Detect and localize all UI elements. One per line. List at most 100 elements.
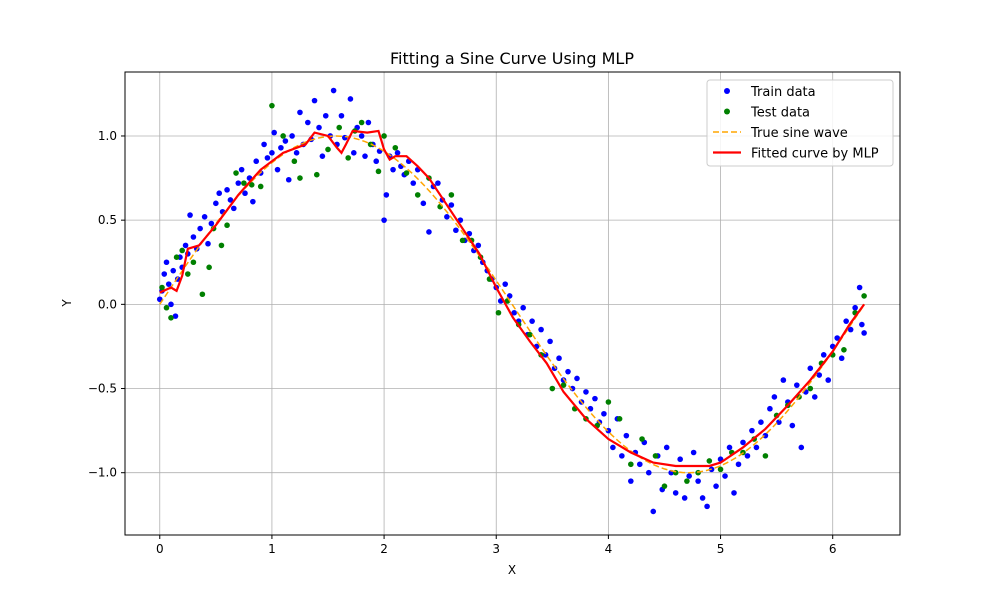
y-tick-label: 0.0 (98, 297, 117, 311)
data-point (394, 150, 401, 156)
legend-label: Train data (750, 85, 816, 100)
data-point (173, 254, 180, 260)
series-line-fitted-curve-by-mlp (159, 129, 866, 468)
data-point (289, 133, 295, 139)
data-point (527, 331, 533, 338)
data-point (414, 192, 421, 198)
data-point (776, 419, 782, 425)
data-point (713, 483, 719, 489)
data-point (794, 382, 800, 388)
data-point (381, 133, 387, 139)
data-point (511, 309, 517, 316)
legend-label: Fitted curve by MLP (751, 147, 879, 162)
data-point (816, 372, 823, 378)
data-point (330, 87, 337, 94)
y-tick-label: 1.0 (98, 129, 117, 143)
data-point (704, 503, 710, 510)
data-point (426, 229, 432, 235)
data-point (182, 242, 189, 249)
data-point (274, 166, 281, 173)
data-point (322, 112, 329, 119)
data-point (448, 202, 455, 208)
data-point (199, 291, 206, 298)
data-point (663, 444, 670, 451)
data-point (185, 271, 191, 277)
plot-area (156, 87, 867, 515)
data-point (278, 144, 284, 151)
data-point (410, 180, 417, 186)
data-point (435, 180, 441, 186)
data-point (238, 166, 245, 173)
data-point (444, 213, 450, 220)
data-point (253, 158, 260, 165)
data-point (350, 150, 357, 156)
x-tick-label: 6 (829, 542, 837, 556)
chart-title: Fitting a Sine Curve Using MLP (390, 49, 634, 68)
x-tick-label: 1 (268, 542, 276, 556)
x-tick-label: 3 (492, 542, 500, 556)
data-point (502, 281, 509, 287)
legend-item: Fitted curve by MLP (713, 147, 879, 162)
data-point (834, 335, 840, 341)
data-point (170, 267, 177, 274)
data-point (684, 478, 690, 484)
data-point (699, 495, 706, 501)
series-train-data (156, 87, 867, 515)
data-point (291, 158, 298, 165)
data-point (547, 338, 553, 345)
data-point (605, 399, 612, 405)
data-point (681, 495, 688, 501)
data-point (861, 293, 867, 299)
data-point (753, 444, 760, 451)
data-point (560, 382, 567, 388)
data-point (375, 168, 382, 175)
data-point (690, 449, 697, 456)
data-point (325, 146, 331, 153)
data-point (542, 352, 549, 358)
data-point (383, 192, 390, 198)
data-point (616, 416, 623, 422)
data-point (650, 508, 657, 515)
data-point (610, 444, 616, 451)
data-point (280, 133, 286, 139)
data-point (392, 144, 399, 151)
data-point (820, 352, 827, 358)
data-point (257, 183, 264, 190)
legend-marker (724, 108, 730, 115)
data-point (338, 112, 345, 119)
data-point (297, 175, 303, 181)
data-point (342, 134, 348, 141)
data-point (677, 456, 683, 463)
data-point (838, 355, 845, 362)
data-point (159, 284, 165, 291)
data-point (261, 141, 267, 148)
data-point (825, 377, 832, 383)
data-point (345, 155, 351, 161)
data-point (459, 237, 466, 244)
data-point (722, 473, 728, 479)
data-point (645, 469, 652, 476)
data-point (187, 212, 193, 218)
legend-item: Train data (724, 85, 816, 100)
data-point (227, 197, 234, 203)
data-point (767, 405, 773, 412)
data-point (297, 109, 303, 116)
x-tick-label: 2 (380, 542, 388, 556)
data-point (390, 166, 396, 173)
data-point (652, 453, 659, 459)
data-point (316, 124, 322, 131)
x-axis-ticks: 0 1 2 3 4 5 6 (156, 535, 837, 556)
data-point (172, 313, 179, 319)
data-point (381, 217, 387, 223)
data-point (161, 271, 168, 277)
y-tick-label: −1.0 (88, 466, 117, 480)
data-point (495, 309, 502, 316)
data-point (619, 453, 625, 459)
data-point (583, 389, 589, 395)
data-point (201, 213, 208, 220)
data-point (319, 153, 326, 159)
data-point (241, 180, 247, 186)
data-point (163, 259, 170, 266)
data-point (520, 304, 526, 311)
data-point (623, 432, 630, 439)
